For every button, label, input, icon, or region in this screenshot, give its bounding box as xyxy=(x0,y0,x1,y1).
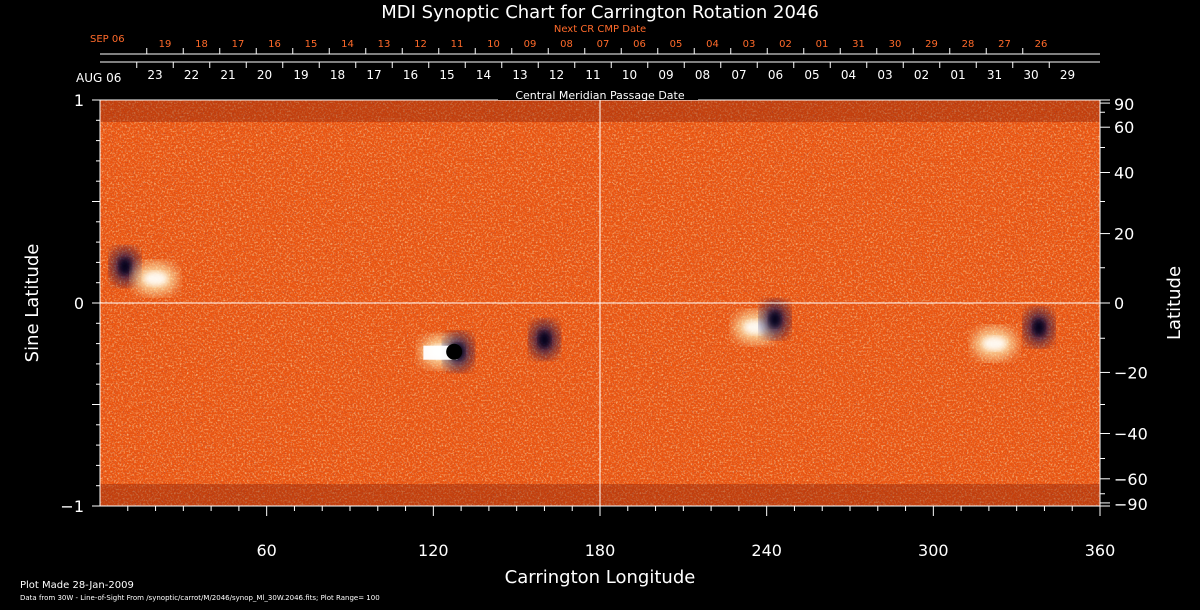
cmp-axis-title: Central Meridian Passage Date xyxy=(515,89,684,102)
next-cr-date-label: 04 xyxy=(706,39,719,50)
cmp-date-label: 13 xyxy=(512,68,527,82)
negative-spot-core xyxy=(446,343,463,360)
next-cr-ticks: 19 18 17 16 15 14 13 12 11 10 09 08 07 06 05 04 03 02 01 31… xyxy=(146,39,1048,54)
next-cr-date-label: 06 xyxy=(633,39,646,50)
cmp-date-label: 07 xyxy=(731,68,746,82)
next-cr-date-label: 15 xyxy=(305,39,318,50)
y-right-tick-label: −90 xyxy=(1114,495,1148,514)
cmp-date-label: 09 xyxy=(658,68,673,82)
cmp-date-label: 08 xyxy=(695,68,710,82)
chart-title: MDI Synoptic Chart for Carrington Rotati… xyxy=(381,2,819,23)
x-axis-label: Carrington Longitude xyxy=(505,567,696,588)
x-tick-label: 360 xyxy=(1085,541,1116,560)
cmp-month-label: AUG 06 xyxy=(76,71,121,85)
y-right-tick-label: −20 xyxy=(1114,363,1148,382)
y-right-axis-label: Latitude xyxy=(1164,266,1185,340)
next-cr-date-label: 02 xyxy=(779,39,792,50)
x-tick-label: 120 xyxy=(418,541,449,560)
y-left-tick-label: −1 xyxy=(60,497,84,516)
data-source-note: Data from 30W - Line-of-Sight From /syno… xyxy=(20,594,380,602)
next-cr-date-label: 26 xyxy=(1035,39,1048,50)
next-cr-date-label: 10 xyxy=(487,39,500,50)
next-cr-date-label: 28 xyxy=(962,39,975,50)
next-cr-date-label: 05 xyxy=(670,39,683,50)
next-cr-date-label: 19 xyxy=(159,39,172,50)
cmp-date-label: 15 xyxy=(439,68,454,82)
next-cr-date-label: 31 xyxy=(852,39,865,50)
x-ticks: 60 120 180 240 300 360 xyxy=(127,506,1116,560)
next-cr-date-label: 14 xyxy=(341,39,354,50)
cmp-date-label: 29 xyxy=(1060,68,1075,82)
positive-core xyxy=(982,336,1007,351)
cmp-date-label: 02 xyxy=(914,68,929,82)
cmp-date-label: 18 xyxy=(330,68,345,82)
next-cr-date-label: 09 xyxy=(524,39,537,50)
cmp-date-label: 22 xyxy=(184,68,199,82)
negative-core xyxy=(119,258,131,275)
y-right-tick-label: 40 xyxy=(1114,164,1134,183)
y-right-tick-label: 60 xyxy=(1114,118,1134,137)
positive-core xyxy=(143,271,168,286)
cmp-date-label: 05 xyxy=(804,68,819,82)
next-cr-month-label: SEP 06 xyxy=(90,34,125,45)
y-right-tick-label: −60 xyxy=(1114,470,1148,489)
cmp-date-label: 21 xyxy=(220,68,235,82)
x-tick-label: 300 xyxy=(918,541,949,560)
y-left-tick-label: 0 xyxy=(74,294,84,313)
next-cr-axis-title: Next CR CMP Date xyxy=(554,24,646,35)
y-left-tick-label: 1 xyxy=(74,91,84,110)
cmp-date-label: 23 xyxy=(147,68,162,82)
x-tick-label: 180 xyxy=(585,541,616,560)
cmp-date-label: 17 xyxy=(366,68,381,82)
cmp-date-label: 04 xyxy=(841,68,856,82)
next-cr-date-label: 03 xyxy=(743,39,756,50)
y-right-ticks: 90 60 40 20 0 −20 −40 −60 −90 xyxy=(1100,95,1148,514)
cmp-date-label: 10 xyxy=(622,68,637,82)
y-right-tick-label: 20 xyxy=(1114,225,1134,244)
next-cr-date-label: 30 xyxy=(889,39,902,50)
next-cr-date-label: 01 xyxy=(816,39,829,50)
y-left-axis-label: Sine Latitude xyxy=(22,244,43,363)
cmp-date-label: 30 xyxy=(1023,68,1038,82)
negative-core xyxy=(769,311,781,328)
cmp-ticks: 23 22 21 20 19 18 17 16 15 14 13 12 11 10 09 08 07 06 05 04… xyxy=(136,62,1075,82)
cmp-date-label: 14 xyxy=(476,68,491,82)
next-cr-date-label: 27 xyxy=(998,39,1011,50)
next-cr-date-label: 29 xyxy=(925,39,938,50)
cmp-date-label: 20 xyxy=(257,68,272,82)
next-cr-date-label: 12 xyxy=(414,39,427,50)
x-tick-label: 240 xyxy=(751,541,782,560)
y-right-tick-label: −40 xyxy=(1114,424,1148,443)
negative-core xyxy=(1032,319,1045,336)
cmp-date-label: 03 xyxy=(877,68,892,82)
cmp-date-label: 16 xyxy=(403,68,418,82)
next-cr-date-label: 17 xyxy=(232,39,245,50)
negative-core xyxy=(538,331,551,348)
next-cr-date-label: 08 xyxy=(560,39,573,50)
plot-made-note: Plot Made 28-Jan-2009 xyxy=(20,580,134,591)
cmp-date-label: 01 xyxy=(950,68,965,82)
next-cr-date-label: 11 xyxy=(451,39,464,50)
next-cr-date-label: 16 xyxy=(268,39,281,50)
next-cr-date-label: 13 xyxy=(378,39,391,50)
cmp-date-label: 31 xyxy=(987,68,1002,82)
y-right-tick-label: 0 xyxy=(1114,294,1124,313)
y-right-tick-label: 90 xyxy=(1114,95,1134,114)
next-cr-date-label: 18 xyxy=(195,39,208,50)
cmp-date-label: 11 xyxy=(585,68,600,82)
next-cr-date-label: 07 xyxy=(597,39,610,50)
x-tick-label: 60 xyxy=(256,541,276,560)
cmp-date-label: 19 xyxy=(293,68,308,82)
y-left-ticks: 1 0 −1 xyxy=(60,91,100,516)
cmp-date-label: 12 xyxy=(549,68,564,82)
cmp-date-label: 06 xyxy=(768,68,783,82)
